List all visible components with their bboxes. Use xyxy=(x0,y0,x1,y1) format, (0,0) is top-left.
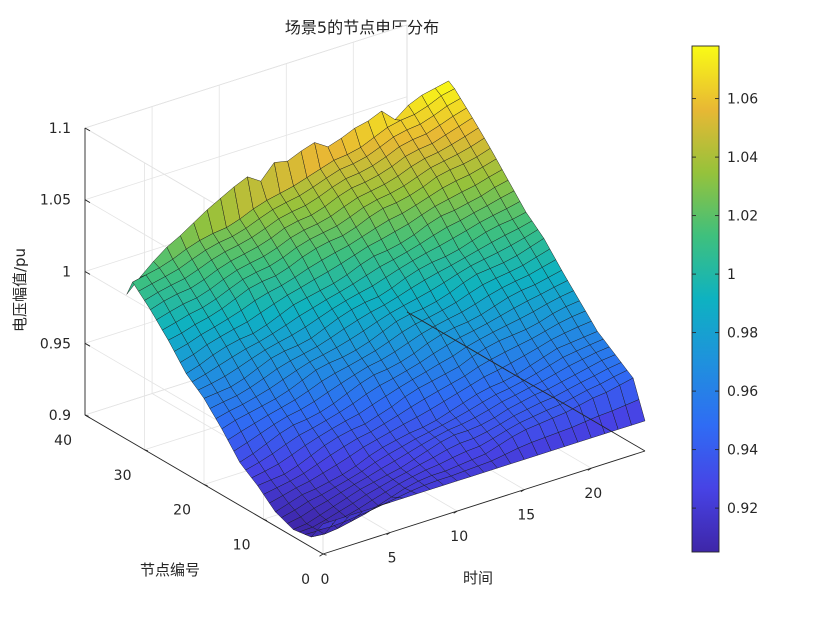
colorbar: 0.92 0.94 0.96 0.98 1 1.02 1.04 1.06 xyxy=(691,45,758,553)
z-tick-mark xyxy=(84,342,91,347)
y-tick-mark xyxy=(322,553,327,556)
x-axis-label: 时间 xyxy=(463,569,493,587)
y-tick-label: 40 xyxy=(54,433,72,449)
colorbar-tick-label: 0.96 xyxy=(727,384,758,400)
y-tick-mark xyxy=(263,518,268,521)
x-tick-label: 15 xyxy=(517,508,535,524)
z-tick-mark xyxy=(84,127,91,132)
y-tick-label: 30 xyxy=(114,468,132,484)
x-tick-mark xyxy=(520,489,525,493)
y-tick-label: 10 xyxy=(233,537,251,553)
z-tick-label: 1.05 xyxy=(40,193,71,209)
wall-grid-line xyxy=(84,96,408,201)
tick-labels: 0 5 10 15 20 0 10 20 30 40 0.9 0.95 1 1.05 1.1 xyxy=(40,121,602,588)
x-tick-mark xyxy=(319,553,324,557)
colorbar-tick-label: 0.92 xyxy=(727,501,758,517)
axes-frame xyxy=(84,127,646,557)
chart-title: 场景5的节点电压分布 xyxy=(285,18,439,37)
y-tick-label: 0 xyxy=(301,572,310,588)
colorbar-tick-label: 0.94 xyxy=(727,443,758,459)
z-tick-label: 1 xyxy=(62,265,71,281)
surface-facet xyxy=(625,399,646,426)
voltage-surface xyxy=(126,80,646,538)
colorbar-ticks: 0.92 0.94 0.96 0.98 1 1.02 1.04 1.06 xyxy=(692,92,758,517)
y-tick-mark xyxy=(203,484,208,487)
colorbar-gradient xyxy=(691,45,720,553)
colorbar-tick-label: 0.98 xyxy=(727,326,758,342)
colorbar-tick-label: 1.04 xyxy=(727,150,758,166)
z-tick-label: 1.1 xyxy=(49,121,71,137)
colorbar-tick-label: 1.02 xyxy=(727,209,758,225)
x-tick-mark xyxy=(453,510,458,514)
y-tick-mark xyxy=(144,449,149,452)
y-axis-label: 节点编号 xyxy=(140,561,200,579)
y-tick-label: 20 xyxy=(173,503,191,519)
z-tick-mark xyxy=(84,199,91,203)
wall-grid-line xyxy=(84,24,408,129)
z-tick-mark xyxy=(84,414,91,419)
z-tick-label: 0.95 xyxy=(40,336,71,352)
x-tick-label: 0 xyxy=(321,572,330,588)
x-tick-label: 10 xyxy=(450,529,468,545)
y-axis-line-right xyxy=(406,311,646,452)
x-tick-mark xyxy=(386,532,391,536)
z-tick-mark xyxy=(84,271,91,275)
z-axis-label: 电压幅值/pu xyxy=(11,248,29,332)
x-tick-label: 20 xyxy=(584,486,602,502)
z-tick-label: 0.9 xyxy=(49,408,71,424)
colorbar-tick-label: 1 xyxy=(727,267,736,283)
x-tick-mark xyxy=(587,467,592,471)
x-tick-label: 5 xyxy=(388,551,397,567)
x-axis-line xyxy=(322,450,646,555)
colorbar-tick-label: 1.06 xyxy=(727,92,758,108)
